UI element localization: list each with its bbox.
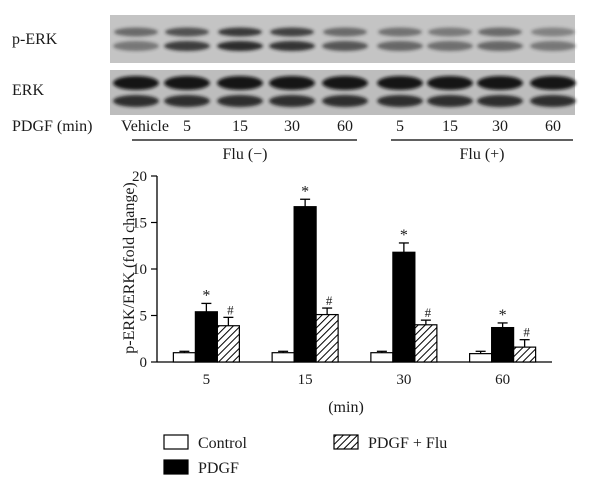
bar xyxy=(172,352,196,363)
y-tick-label: 0 xyxy=(140,355,148,371)
lane-label: 30 xyxy=(284,118,300,135)
blot-bands-erk xyxy=(113,76,576,107)
perk-band-lower xyxy=(113,41,159,51)
erk-band-upper xyxy=(113,76,159,90)
perk-band-upper xyxy=(165,27,209,37)
lane-label: 15 xyxy=(442,118,458,135)
bars: * # * # * # * # xyxy=(172,183,537,363)
legend-swatch-pdgf xyxy=(163,459,189,475)
bar xyxy=(513,346,537,363)
bar xyxy=(293,206,317,363)
x-axis-title: (min) xyxy=(328,399,364,416)
legend-label-pdgf: PDGF xyxy=(198,460,239,477)
perk-band-lower xyxy=(217,41,263,51)
y-tick-label: 20 xyxy=(132,169,147,185)
erk-band-lower xyxy=(113,95,159,107)
x-tick-label: 15 xyxy=(298,372,313,388)
legend-swatch-pdgf-flu xyxy=(333,434,359,450)
perk-band-lower xyxy=(322,41,368,51)
bar xyxy=(271,352,295,363)
legend-label-pdgf-flu: PDGF + Flu xyxy=(368,435,447,452)
significance-marker: * xyxy=(301,183,309,200)
significance-marker: # xyxy=(326,293,333,308)
group-label-flu-minus: Flu (−) xyxy=(222,146,267,163)
x-axis-ticks: 5 15 30 60 xyxy=(203,372,511,388)
perk-band-upper xyxy=(378,27,422,37)
legend: Control PDGF PDGF + Flu xyxy=(163,434,447,477)
erk-band-upper xyxy=(164,76,210,90)
perk-band-upper xyxy=(478,27,522,37)
erk-band-lower xyxy=(477,95,523,107)
significance-marker: * xyxy=(400,227,408,244)
perk-band-lower xyxy=(530,41,576,51)
bar xyxy=(194,311,218,363)
erk-band-lower xyxy=(377,95,423,107)
perk-band-upper xyxy=(218,27,262,37)
y-tick-label: 5 xyxy=(140,309,148,325)
erk-band-lower xyxy=(269,95,315,107)
erk-band-lower xyxy=(530,95,576,107)
blot-strip-perk xyxy=(110,15,575,63)
bar xyxy=(216,325,240,363)
perk-band-upper xyxy=(270,27,314,37)
significance-marker: * xyxy=(202,287,210,304)
perk-band-upper xyxy=(323,27,367,37)
erk-band-upper xyxy=(530,76,576,90)
erk-band-upper xyxy=(269,76,315,90)
legend-label-control: Control xyxy=(198,435,247,452)
legend-swatch-control xyxy=(163,434,189,450)
perk-band-upper xyxy=(114,27,158,37)
bar xyxy=(469,353,493,363)
bar xyxy=(414,324,438,363)
perk-band-lower xyxy=(269,41,315,51)
significance-marker: # xyxy=(523,325,530,340)
blot-row-label-perk: p-ERK xyxy=(12,31,58,48)
lane-label: 60 xyxy=(337,118,353,135)
erk-band-upper xyxy=(477,76,523,90)
perk-band-lower xyxy=(477,41,523,51)
lane-labels: Vehicle 5 15 30 60 5 15 30 60 xyxy=(121,118,561,135)
erk-band-lower xyxy=(217,95,263,107)
perk-band-lower xyxy=(377,41,423,51)
treatment-label: PDGF (min) xyxy=(12,118,92,135)
erk-band-upper xyxy=(377,76,423,90)
lane-label: 5 xyxy=(396,118,404,135)
x-tick-label: 30 xyxy=(396,372,411,388)
erk-band-upper xyxy=(322,76,368,90)
significance-marker: # xyxy=(425,305,432,320)
significance-marker: * xyxy=(499,307,507,324)
y-axis-title: p-ERK/ERK (fold change) xyxy=(121,182,138,354)
blot-row-label-erk: ERK xyxy=(12,82,44,99)
significance-marker: # xyxy=(227,302,234,317)
lane-label: 60 xyxy=(545,118,561,135)
erk-band-lower xyxy=(322,95,368,107)
bar xyxy=(315,313,339,363)
bar xyxy=(392,251,416,363)
x-tick-label: 60 xyxy=(495,372,510,388)
x-tick-label: 5 xyxy=(203,372,211,388)
lane-label: 30 xyxy=(492,118,508,135)
perk-band-upper xyxy=(531,27,575,37)
perk-band-upper xyxy=(428,27,472,37)
perk-band-lower xyxy=(164,41,210,51)
western-blot: p-ERK ERK PDGF (min) Vehicle 5 15 30 60 5 15 30… xyxy=(12,15,576,163)
y-tick-label: 15 xyxy=(132,216,147,232)
erk-band-upper xyxy=(427,76,473,90)
group-label-flu-plus: Flu (+) xyxy=(459,146,504,163)
y-axis-ticks: 0 5 10 15 20 xyxy=(132,169,157,371)
lane-label: Vehicle xyxy=(121,118,169,135)
perk-band-lower xyxy=(427,41,473,51)
erk-band-lower xyxy=(427,95,473,107)
erk-band-upper xyxy=(217,76,263,90)
lane-label: 15 xyxy=(232,118,248,135)
y-tick-label: 10 xyxy=(132,262,147,278)
erk-band-lower xyxy=(164,95,210,107)
bar xyxy=(491,326,515,363)
blot-bands-perk xyxy=(113,27,576,51)
bar xyxy=(370,352,394,363)
lane-label: 5 xyxy=(183,118,191,135)
